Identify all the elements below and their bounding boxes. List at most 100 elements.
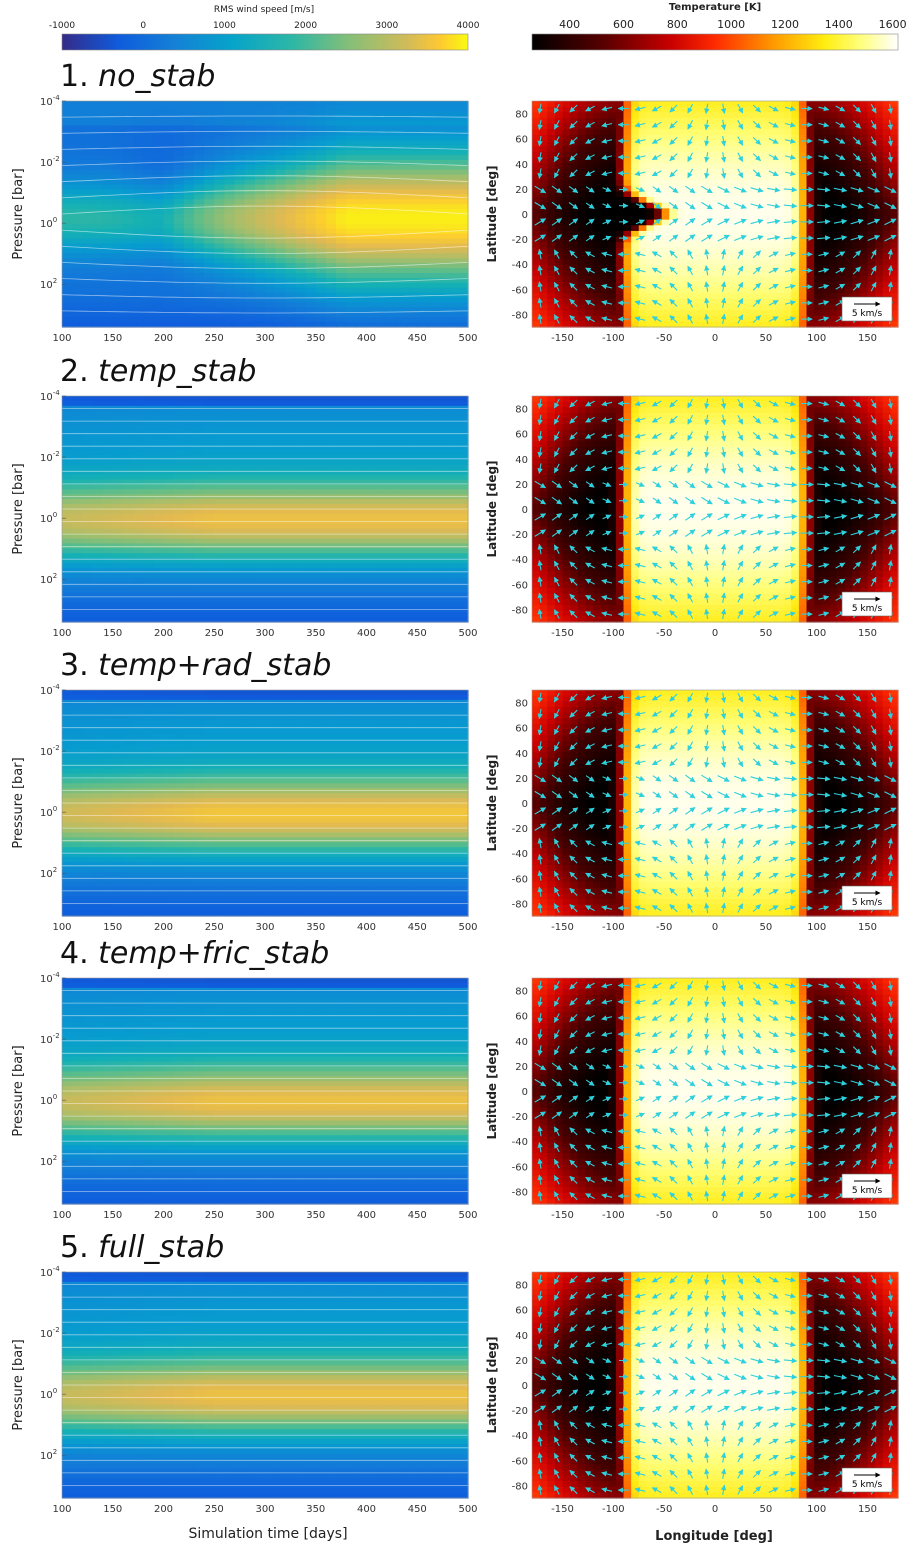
wind-cell xyxy=(346,184,357,191)
wind-cell xyxy=(366,258,378,264)
temperature-cell xyxy=(562,163,571,170)
temperature-cell xyxy=(623,174,632,181)
wind-cell xyxy=(376,228,388,235)
temperature-cell xyxy=(669,112,678,119)
temperature-cell xyxy=(722,151,731,159)
wind-cell xyxy=(153,184,165,191)
temperature-cell xyxy=(676,315,686,322)
wind-cell xyxy=(417,150,428,156)
wind-cell xyxy=(285,115,297,122)
wind-xtick-label: 250 xyxy=(205,333,224,344)
temperature-cell xyxy=(676,219,686,226)
temperature-cell xyxy=(638,123,647,130)
temperature-cell xyxy=(608,242,617,249)
wind-cell xyxy=(183,145,195,151)
wind-cell xyxy=(325,214,337,220)
wind-cell xyxy=(102,440,114,446)
temperature-cell xyxy=(890,287,899,294)
temperature-cell xyxy=(814,276,823,283)
wind-cell xyxy=(386,420,398,427)
wind-cell xyxy=(457,145,469,151)
wind-cell xyxy=(122,243,134,249)
wind-cell xyxy=(417,450,428,456)
temperature-cell xyxy=(715,287,724,294)
temperature-cell xyxy=(661,315,670,322)
wind-cell xyxy=(62,233,73,240)
wind-cell xyxy=(133,233,144,240)
temperature-cell xyxy=(730,298,739,305)
wind-cell xyxy=(204,440,215,446)
wind-cell xyxy=(457,125,469,132)
temperature-cell xyxy=(875,281,884,289)
wind-cell xyxy=(356,130,368,136)
wind-cell xyxy=(417,474,428,481)
wind-arrow xyxy=(768,251,779,258)
temperature-cell xyxy=(875,163,884,170)
wind-cell xyxy=(193,464,205,471)
temperature-cell xyxy=(814,197,823,204)
wind-cell xyxy=(386,292,398,299)
wind-cell xyxy=(457,459,469,466)
wind-cell xyxy=(173,223,185,230)
wind-cell xyxy=(305,450,317,456)
temperature-cell xyxy=(615,117,625,125)
temperature-cell xyxy=(676,310,686,317)
temperature-cell xyxy=(585,174,594,181)
wind-cell xyxy=(62,140,73,146)
wind-arrow xyxy=(687,249,694,259)
temperature-cell xyxy=(547,163,556,170)
wind-cell xyxy=(457,159,469,166)
wind-cell xyxy=(376,209,388,215)
temperature-cell xyxy=(585,321,594,328)
temperature-cell xyxy=(615,247,625,255)
temperature-cell xyxy=(661,214,670,221)
wind-cell xyxy=(457,228,469,235)
temperature-cell xyxy=(676,208,686,215)
wind-cell xyxy=(417,263,428,269)
wind-cell xyxy=(153,194,165,200)
temperature-cell xyxy=(593,157,602,164)
temperature-cell xyxy=(532,168,541,176)
temperature-cell xyxy=(882,253,891,260)
temperature-cell xyxy=(638,180,647,187)
wind-cell xyxy=(112,125,124,132)
temperature-cell xyxy=(699,123,708,130)
temperature-cell xyxy=(669,293,678,300)
temp-colorbar-tick-0: 400 xyxy=(559,18,580,31)
wind-cell xyxy=(244,307,256,313)
wind-cell xyxy=(295,164,307,171)
wind-cell xyxy=(265,410,276,417)
temperature-cell xyxy=(745,298,754,305)
wind-cell xyxy=(457,101,469,107)
wind-cell xyxy=(204,199,215,205)
wind-cell xyxy=(366,135,378,141)
temperature-cell xyxy=(715,276,724,283)
wind-arrow xyxy=(634,170,646,177)
wind-cell xyxy=(315,317,327,323)
temperature-cell xyxy=(783,214,792,221)
temperature-cell xyxy=(783,247,792,255)
wind-arrow xyxy=(817,186,831,193)
temperature-cell xyxy=(532,225,541,232)
temperature-cell xyxy=(646,310,655,317)
wind-cell xyxy=(285,110,297,117)
wind-arrow xyxy=(737,281,744,292)
wind-arrow xyxy=(585,170,595,177)
temperature-cell xyxy=(768,101,777,108)
temperature-cell xyxy=(562,253,571,260)
wind-cell xyxy=(265,464,276,471)
temperature-cell xyxy=(676,185,686,192)
temperature-cell xyxy=(730,321,739,328)
wind-cell xyxy=(396,479,408,486)
wind-cell xyxy=(366,272,378,279)
wind-cell xyxy=(315,169,327,176)
temperature-cell xyxy=(638,242,647,249)
wind-cell xyxy=(173,474,185,481)
temperature-cell xyxy=(852,180,861,187)
wind-cell xyxy=(133,140,144,146)
temperature-cell xyxy=(539,270,548,277)
temperature-cell xyxy=(585,101,594,108)
wind-cell xyxy=(305,150,317,156)
wind-cell xyxy=(62,179,73,186)
wind-cell xyxy=(457,415,469,422)
